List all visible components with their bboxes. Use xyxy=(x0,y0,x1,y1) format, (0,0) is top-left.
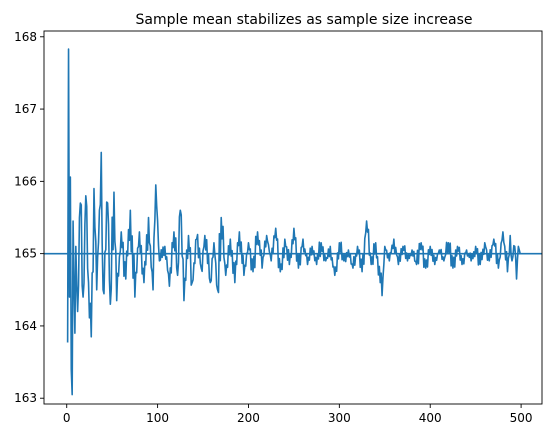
sample-mean-series-line xyxy=(66,48,521,396)
x-tick-label: 200 xyxy=(237,411,260,425)
x-tick-label: 100 xyxy=(146,411,169,425)
axes-layer: 0 100 200 300 400 500 163 164 165 166 167 168 xyxy=(14,30,543,425)
y-tick-label: 167 xyxy=(14,102,37,116)
axes-frame xyxy=(43,30,543,405)
y-tick-label: 165 xyxy=(14,247,37,261)
x-tick-label: 0 xyxy=(63,411,71,425)
y-tick-label: 166 xyxy=(14,174,37,188)
series-layer xyxy=(66,48,521,396)
y-tick-label: 164 xyxy=(14,319,37,333)
y-tick-label: 163 xyxy=(14,391,37,405)
chart-title: Sample mean stabilizes as sample size in… xyxy=(136,12,473,28)
x-tick-label: 500 xyxy=(510,411,533,425)
y-tick-label: 168 xyxy=(14,30,37,44)
x-tick-label: 400 xyxy=(419,411,442,425)
x-tick-label: 300 xyxy=(328,411,351,425)
